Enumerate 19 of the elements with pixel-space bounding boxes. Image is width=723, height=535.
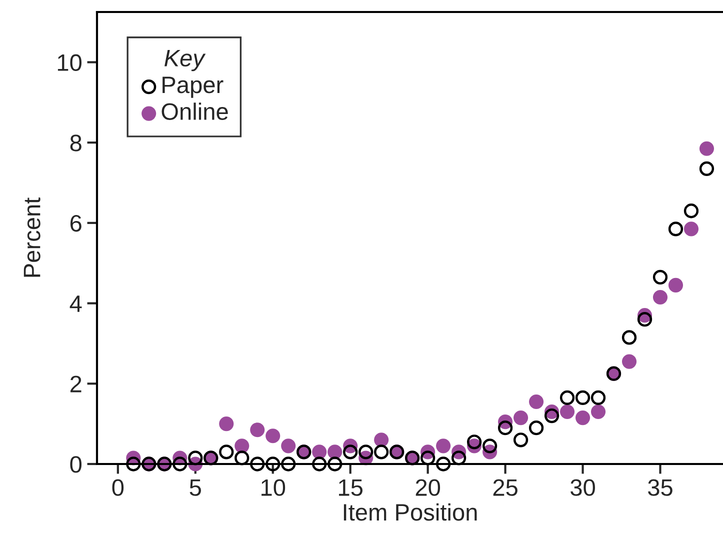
legend-label: Online [162, 102, 228, 120]
x-tick-label: 35 [648, 479, 672, 496]
y-tick-label: 8 [70, 134, 82, 152]
x-tick-label: 0 [112, 479, 124, 496]
x-tick-label: 25 [493, 479, 518, 496]
y-tick-label: 0 [70, 456, 82, 473]
y-tick-label: 4 [70, 296, 82, 312]
x-axis-title: Item Position [344, 503, 477, 521]
x-tick-label: 20 [416, 479, 440, 496]
x-tick-label: 30 [570, 479, 595, 496]
legend-title: Key [164, 50, 206, 72]
y-tick-label: 6 [70, 215, 82, 232]
y-tick-label: 2 [70, 376, 82, 392]
x-tick-label: 15 [339, 479, 362, 496]
y-axis-title: Percent [24, 197, 40, 277]
x-tick-label: 10 [262, 479, 286, 496]
legend-label: Paper [162, 76, 224, 98]
x-tick-label: 5 [190, 479, 201, 496]
y-tick-label: 10 [58, 54, 82, 72]
